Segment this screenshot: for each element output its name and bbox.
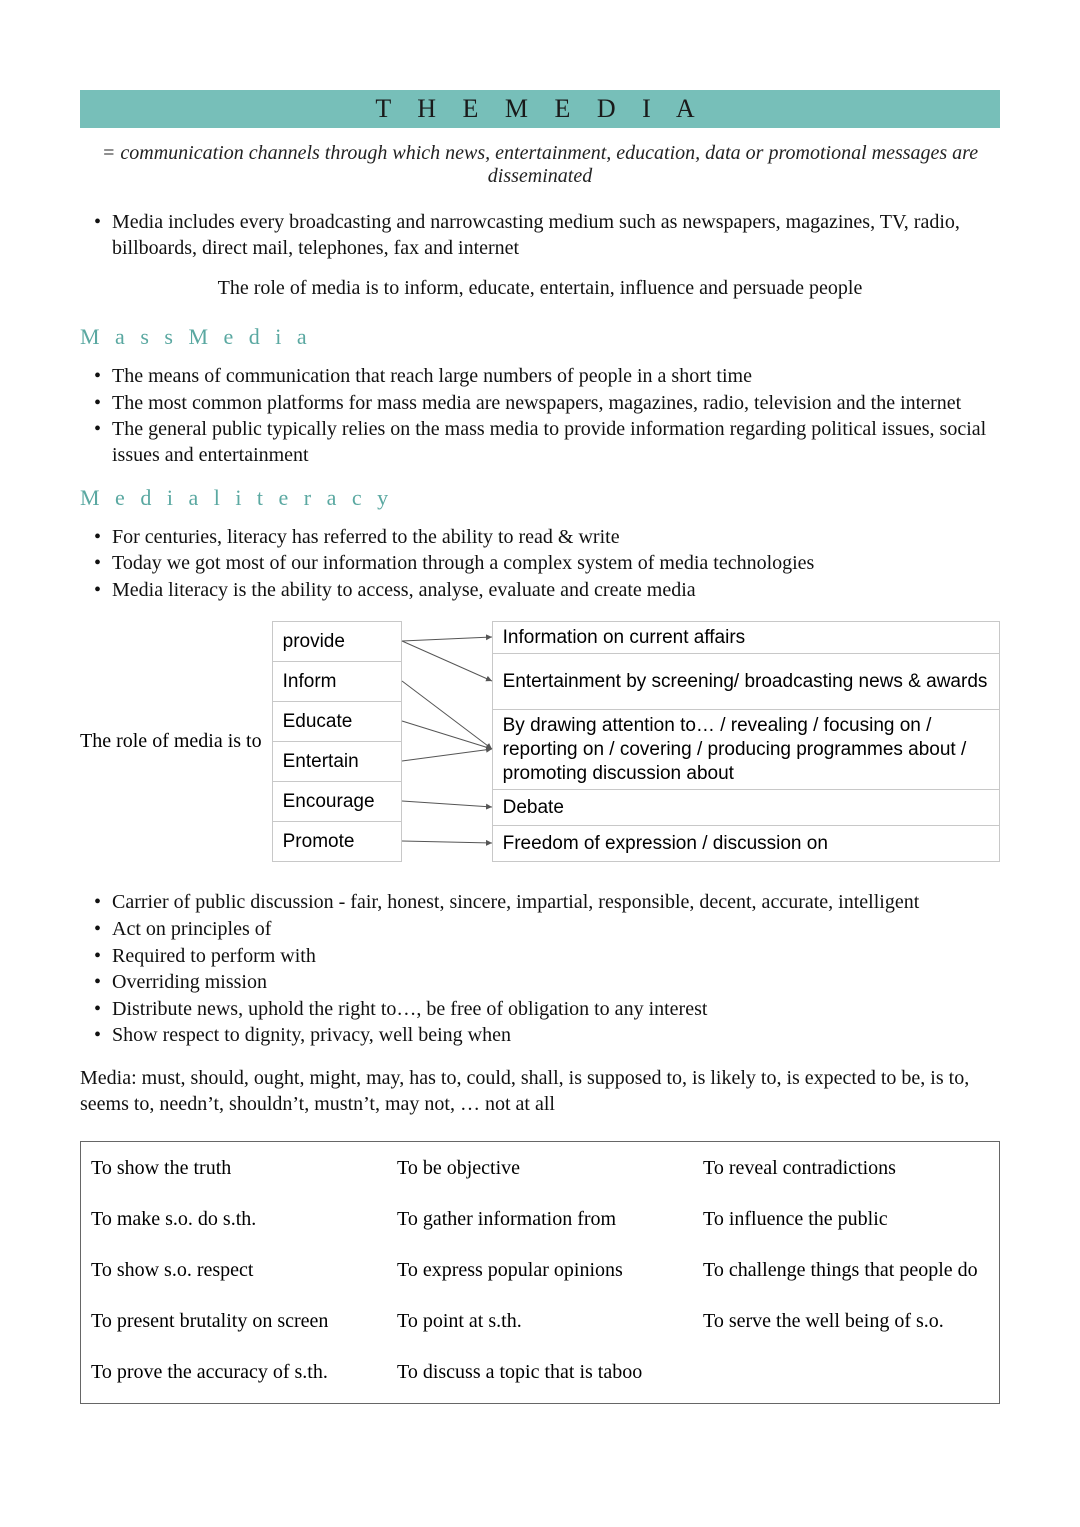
- role-table-label: The role of media is to: [80, 730, 272, 753]
- modals-paragraph: Media: must, should, ought, might, may, …: [80, 1065, 1000, 1117]
- list-item: Media includes every broadcasting and na…: [98, 210, 1000, 261]
- intro-bullets: Media includes every broadcasting and na…: [80, 210, 1000, 261]
- role-table-right-col: Information on current affairsEntertainm…: [492, 621, 1000, 862]
- definition-text: = communication channels through which n…: [80, 142, 1000, 188]
- list-item: Media literacy is the ability to access,…: [98, 578, 1000, 604]
- phrase-item: To be objective: [397, 1156, 683, 1181]
- phrase-item: To express popular opinions: [397, 1258, 683, 1283]
- role-left-cell: provide: [273, 622, 401, 662]
- role-left-cell: Entertain: [273, 742, 401, 782]
- phrase-item: To influence the public: [703, 1207, 989, 1232]
- role-right-cell: Debate: [493, 790, 999, 826]
- phrase-item: To point at s.th.: [397, 1309, 683, 1334]
- role-left-cell: Educate: [273, 702, 401, 742]
- phrase-item: To gather information from: [397, 1207, 683, 1232]
- role-table-wrap: The role of media is to provideInformEdu…: [80, 621, 1000, 862]
- list-item: Overriding mission: [98, 970, 1000, 996]
- phrases-table: To show the truth To make s.o. do s.th. To…: [80, 1141, 1000, 1404]
- phrase-item: To challenge things that people do: [703, 1258, 989, 1283]
- page-title: T H E M E D I A: [80, 90, 1000, 128]
- list-item: For centuries, literacy has referred to …: [98, 525, 1000, 551]
- role-left-cell: Promote: [273, 822, 401, 862]
- list-item: The general public typically relies on t…: [98, 417, 1000, 468]
- list-item: The most common platforms for mass media…: [98, 391, 1000, 417]
- phrase-item: To show s.o. respect: [91, 1258, 377, 1283]
- phrase-item: To present brutality on screen: [91, 1309, 377, 1334]
- phrases-col-2: To be objective To gather information fro…: [397, 1156, 683, 1385]
- role-summary: The role of media is to inform, educate,…: [80, 277, 1000, 300]
- list-item: Carrier of public discussion - fair, hon…: [98, 890, 1000, 916]
- phrases-col-1: To show the truth To make s.o. do s.th. To…: [91, 1156, 377, 1385]
- principles-bullets: Carrier of public discussion - fair, hon…: [80, 890, 1000, 1049]
- phrase-item: To show the truth: [91, 1156, 377, 1181]
- role-left-cell: Encourage: [273, 782, 401, 822]
- role-table-left-col: provideInformEducateEntertainEncouragePr…: [272, 621, 402, 862]
- list-item: Act on principles of: [98, 917, 1000, 943]
- role-table: provideInformEducateEntertainEncouragePr…: [272, 621, 1000, 862]
- phrase-item: To prove the accuracy of s.th.: [91, 1360, 377, 1385]
- role-right-cell: Information on current affairs: [493, 622, 999, 654]
- role-right-cell: By drawing attention to… / revealing / f…: [493, 710, 999, 790]
- role-right-cell: Entertainment by screening/ broadcasting…: [493, 654, 999, 710]
- role-right-cell: Freedom of expression / discussion on: [493, 826, 999, 862]
- list-item: Distribute news, uphold the right to…, b…: [98, 997, 1000, 1023]
- list-item: Today we got most of our information thr…: [98, 551, 1000, 577]
- list-item: The means of communication that reach la…: [98, 364, 1000, 390]
- section-heading-media-literacy: M e d i a l i t e r a c y: [80, 485, 1000, 511]
- phrase-item: To discuss a topic that is taboo: [397, 1360, 683, 1385]
- phrase-item: To make s.o. do s.th.: [91, 1207, 377, 1232]
- list-item: Required to perform with: [98, 944, 1000, 970]
- role-left-cell: Inform: [273, 662, 401, 702]
- phrase-item: To serve the well being of s.o.: [703, 1309, 989, 1334]
- role-table-arrows: [402, 621, 492, 862]
- section-heading-mass-media: M a s s M e d i a: [80, 324, 1000, 350]
- phrases-col-3: To reveal contradictions To influence the…: [703, 1156, 989, 1385]
- mass-media-bullets: The means of communication that reach la…: [80, 364, 1000, 468]
- literacy-bullets: For centuries, literacy has referred to …: [80, 525, 1000, 604]
- list-item: Show respect to dignity, privacy, well b…: [98, 1023, 1000, 1049]
- phrase-item: To reveal contradictions: [703, 1156, 989, 1181]
